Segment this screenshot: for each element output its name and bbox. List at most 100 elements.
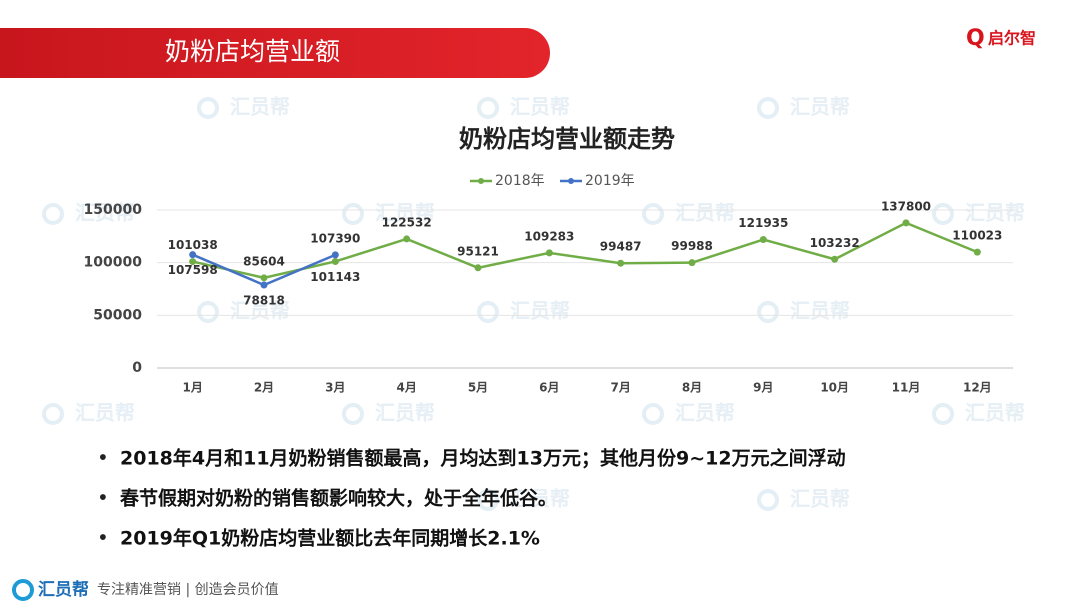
watermark-icon [342,203,364,225]
data-label: 101143 [310,270,360,284]
x-tick-label: 8月 [682,381,702,395]
y-tick-label: 100000 [84,255,143,271]
bullet: 2018年4月和11月奶粉销售额最高，月均达到13万元；其他月份9~12万元之间… [120,447,846,470]
watermark: 汇员帮 [510,487,570,511]
watermark: 汇员帮 [75,401,135,425]
watermark: 汇员帮 [75,201,135,225]
x-tick-label: 2月 [254,381,274,395]
data-point [831,255,839,263]
footer-brand: 汇员帮 [38,580,89,600]
watermark-icon [42,403,64,425]
data-point [688,259,696,267]
data-point [331,251,339,259]
watermark: 汇员帮 [790,299,850,323]
watermark-icon [477,301,499,323]
footer-slogan: 专注精准营销 | 创造会员价值 [97,582,279,598]
bullet-dot: • [97,526,109,550]
data-point [260,274,268,282]
chart: 0 50000 100000 150000 1月 2月 3月 4月 5月 6月 7月 8月 9月 10月 1… [84,173,1013,395]
x-tick-label: 3月 [325,381,345,395]
data-label: 110023 [952,229,1002,243]
legend-label: 2018年 [495,173,545,189]
data-point [474,264,482,272]
watermark: 汇员帮 [375,201,435,225]
watermark-icon [197,97,219,119]
data-point [403,235,411,243]
chart-title: 奶粉店均营业额走势 [459,125,675,153]
bullet: 2019年Q1奶粉店均营业额比去年同期增长2.1% [120,527,540,550]
watermark: 汇员帮 [510,95,570,119]
header-title: 奶粉店均营业额 [165,37,340,66]
watermark: 汇员帮 [675,201,735,225]
x-tick-label: 12月 [963,381,992,395]
data-point [759,236,767,244]
header-bar [0,28,550,78]
watermark-icon [477,97,499,119]
watermark: 汇员帮 [790,487,850,511]
logo: 启尔智 [988,29,1036,48]
watermark-icon [757,301,779,323]
watermark-icon [197,301,219,323]
y-tick-label: 50000 [93,307,142,323]
x-tick-label: 4月 [396,381,416,395]
watermark-icon [932,203,954,225]
data-point [545,249,553,257]
legend-marker [568,178,574,184]
legend-marker [478,178,484,184]
y-tick-label: 0 [132,360,142,376]
data-label: 107598 [168,263,218,277]
watermark: 汇员帮 [230,95,290,119]
data-label: 99487 [600,240,642,254]
y-tick-label: 150000 [84,202,143,218]
bullet-dot: • [97,486,109,510]
legend-label: 2019年 [585,173,635,189]
x-tick-label: 9月 [753,381,773,395]
watermark-icon [757,489,779,511]
watermark-icon [477,489,499,511]
watermark: 汇员帮 [790,95,850,119]
footer-icon [12,579,34,601]
data-label: 78818 [243,293,285,307]
x-tick-label: 6月 [539,381,559,395]
x-tick-label: 10月 [820,381,849,395]
data-label: 121935 [738,216,788,230]
data-point [331,257,339,265]
watermark: 汇员帮 [510,299,570,323]
watermark: 汇员帮 [230,299,290,323]
series-line [192,221,978,280]
data-point [189,258,197,266]
watermark-icon [42,203,64,225]
bullet-dot: • [97,446,109,470]
data-point [617,259,625,267]
watermark: 汇员帮 [965,201,1025,225]
data-label: 99988 [671,239,713,253]
watermark-icon [642,403,664,425]
data-label: 122532 [382,215,432,229]
data-point [260,281,268,289]
x-tick-label: 5月 [468,381,488,395]
watermark-icon [932,403,954,425]
data-label: 95121 [457,244,499,258]
watermark: 汇员帮 [675,401,735,425]
watermark: 汇员帮 [375,401,435,425]
x-tick-label: 11月 [892,381,921,395]
data-label: 101038 [168,238,218,252]
bullet: 春节假期对奶粉的销售额影响较大，处于全年低谷。 [120,487,557,510]
watermarks: 汇员帮 汇员帮 汇员帮汇员帮 汇员帮 汇员帮 汇员帮汇员帮 汇员帮 汇员帮汇员帮 汇员帮 汇员帮汇… [42,95,1025,511]
watermark-icon [757,97,779,119]
data-label: 109283 [524,229,574,243]
data-label: 107390 [310,231,360,245]
data-label: 103232 [810,236,860,250]
watermark-icon [642,203,664,225]
data-point [973,248,981,256]
data-point [189,251,197,259]
data-point [902,219,910,227]
data-label: 85604 [243,254,285,268]
x-tick-label: 1月 [182,381,202,395]
data-label: 137800 [881,199,931,213]
watermark-icon [342,403,364,425]
x-tick-label: 7月 [610,381,630,395]
watermark: 汇员帮 [965,401,1025,425]
